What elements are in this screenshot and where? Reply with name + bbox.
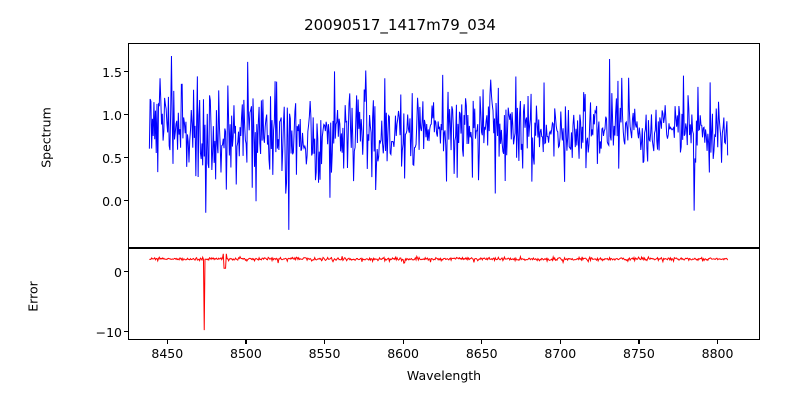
tickmark-spectrum-1 — [124, 157, 128, 159]
ytick-error-0: 0 — [114, 265, 122, 280]
ytick-spectrum-3: 1.5 — [102, 65, 122, 80]
xtick-label-7: 8800 — [701, 346, 734, 361]
page-title: 20090517_1417m79_034 — [304, 16, 496, 34]
xtick-label-2: 8550 — [308, 346, 341, 361]
ytick-spectrum-1: 0.5 — [102, 151, 122, 166]
xtick-label-1: 8500 — [230, 346, 262, 361]
xtick-label-4: 8650 — [465, 346, 498, 361]
tickmark-spectrum-3 — [124, 71, 128, 73]
tickmark-spectrum-2 — [124, 114, 128, 116]
tickmark-error-0 — [124, 271, 128, 273]
ytick-spectrum-2: 1.0 — [102, 108, 122, 123]
tickmark-error-1 — [124, 331, 128, 333]
tickmark-x-2 — [324, 340, 326, 344]
ytick-spectrum-0: 0.0 — [102, 194, 122, 209]
tickmark-x-4 — [481, 340, 483, 344]
ylabel-spectrum: Spectrum — [38, 107, 54, 168]
xtick-label-0: 8450 — [151, 346, 184, 361]
tickmark-x-5 — [559, 340, 561, 344]
xtick-label-3: 8600 — [387, 346, 420, 361]
spectrum-series-line — [149, 56, 727, 230]
xtick-label-6: 8750 — [623, 346, 655, 361]
error-series-line — [149, 254, 727, 330]
tickmark-x-1 — [245, 340, 247, 344]
tickmark-x-0 — [166, 340, 168, 344]
tickmark-x-3 — [402, 340, 404, 344]
xtick-label-5: 8700 — [544, 346, 577, 361]
tickmark-x-6 — [638, 340, 640, 344]
tickmark-spectrum-0 — [124, 200, 128, 202]
error-plot-area — [129, 249, 759, 339]
spectrum-panel — [128, 43, 760, 248]
xlabel: Wavelength — [406, 368, 482, 383]
tickmark-x-7 — [717, 340, 719, 344]
ytick-error-1: −10 — [95, 325, 122, 340]
spectrum-plot-area — [129, 44, 759, 247]
error-panel — [128, 248, 760, 340]
ylabel-error: Error — [25, 281, 41, 312]
